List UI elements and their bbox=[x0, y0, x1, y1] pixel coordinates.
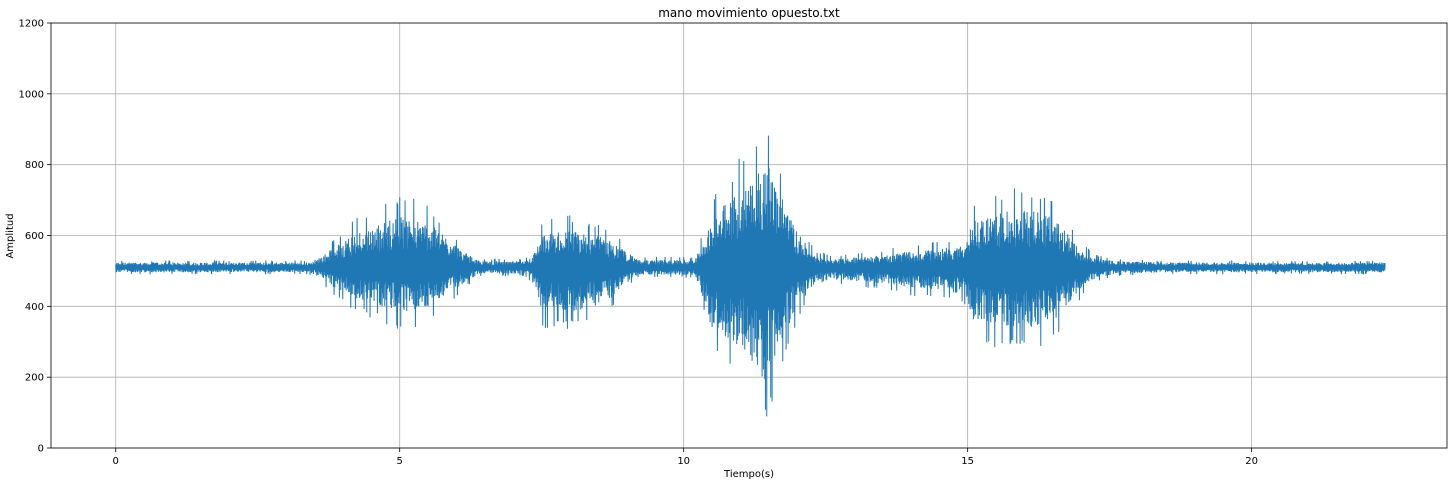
x-tick-label: 15 bbox=[961, 456, 974, 467]
series-line bbox=[115, 135, 1386, 417]
y-axis-label: Amplitud bbox=[5, 213, 16, 258]
y-tick-label: 1200 bbox=[19, 19, 44, 30]
x-tick-label: 5 bbox=[397, 456, 403, 467]
y-tick-label: 200 bbox=[25, 373, 44, 384]
y-tick-label: 800 bbox=[25, 160, 44, 171]
x-tick-label: 0 bbox=[113, 456, 119, 467]
y-tick-label: 400 bbox=[25, 302, 44, 313]
x-tick-label: 20 bbox=[1245, 456, 1258, 467]
x-tick-label: 10 bbox=[677, 456, 690, 467]
y-tick-label: 1000 bbox=[19, 89, 44, 100]
y-tick-label: 600 bbox=[25, 231, 44, 242]
y-tick-label: 0 bbox=[38, 444, 44, 455]
x-axis: 0 5 10 15 20 bbox=[113, 448, 1258, 467]
plot-area bbox=[115, 135, 1386, 417]
x-axis-label: Tiempo(s) bbox=[723, 469, 774, 480]
y-axis: 0 200 400 600 800 1000 1200 bbox=[19, 19, 51, 455]
chart-title: mano movimiento opuesto.txt bbox=[658, 6, 840, 20]
